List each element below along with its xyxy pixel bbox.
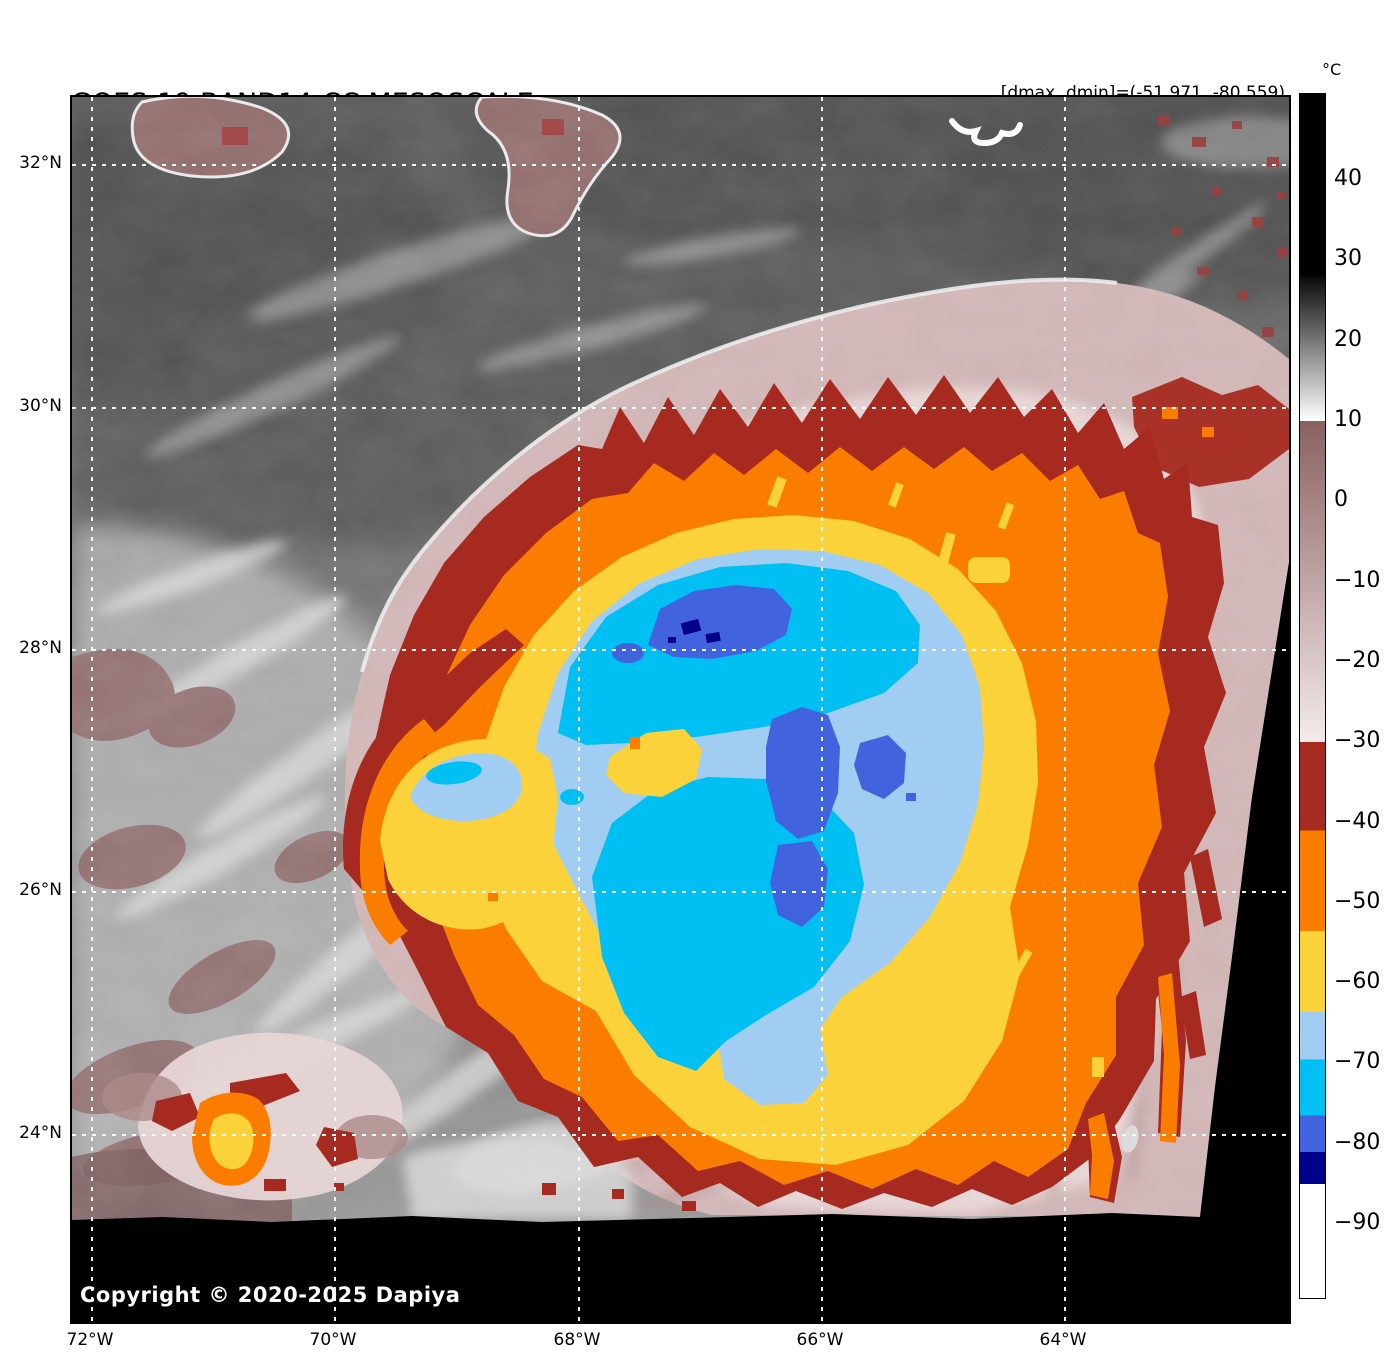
colorbar-tick-label: 20 [1334, 326, 1362, 352]
gridline-meridian [578, 97, 580, 1322]
gridline-parallel [72, 407, 1289, 409]
longitude-tick-label: 64°W [1039, 1330, 1087, 1350]
colorbar-tick-label: −50 [1334, 888, 1381, 914]
longitude-tick-label: 68°W [553, 1330, 601, 1350]
gridline-parallel [72, 164, 1289, 166]
latitude-tick-label: 30°N [19, 396, 62, 416]
colorbar-tick-label: 30 [1334, 246, 1362, 272]
latitude-tick-label: 24°N [19, 1123, 62, 1143]
latitude-tick-label: 32°N [19, 153, 62, 173]
gridline-meridian [334, 97, 336, 1322]
colorbar-tick-label: −70 [1334, 1049, 1381, 1075]
colorbar-unit-label: °C [1322, 60, 1342, 79]
satellite-image [72, 97, 1289, 1322]
satellite-map: Copyright © 2020-2025 Dapiya [70, 95, 1291, 1324]
data-region [72, 97, 1289, 1222]
colorbar-tick-label: −10 [1334, 567, 1381, 593]
copyright-watermark: Copyright © 2020-2025 Dapiya [80, 1283, 461, 1307]
longitude-tick-label: 72°W [66, 1330, 114, 1350]
longitude-tick-label: 66°W [796, 1330, 844, 1350]
colorbar-gradient [1300, 94, 1325, 1298]
colorbar-tick-label: −60 [1334, 969, 1381, 995]
colorbar [1299, 93, 1326, 1299]
colorbar-tick-label: 10 [1334, 406, 1362, 432]
colorbar-tick-label: 40 [1334, 165, 1362, 191]
latitude-tick-label: 26°N [19, 880, 62, 900]
longitude-tick-label: 70°W [309, 1330, 357, 1350]
gridline-parallel [72, 1134, 1289, 1136]
gridline-parallel [72, 891, 1289, 893]
colorbar-tick-label: −40 [1334, 808, 1381, 834]
colorbar-tick-label: −90 [1334, 1210, 1381, 1236]
gridline-meridian [91, 97, 93, 1322]
cold-ring-red-specks-northeast [1158, 115, 1287, 337]
colorbar-tick-label: −20 [1334, 647, 1381, 673]
gridline-meridian [821, 97, 823, 1322]
cdo-cold-core [530, 549, 984, 1105]
colorbar-tick-label: 0 [1334, 487, 1348, 513]
latitude-tick-label: 28°N [19, 638, 62, 658]
small-storm-southwest [102, 1032, 408, 1201]
gridline-parallel [72, 649, 1289, 651]
warm-slot-yellow-patch [606, 729, 702, 797]
contrail-scribble [949, 118, 1023, 147]
west-appendage-cell [343, 629, 558, 945]
gridline-meridian [1064, 97, 1066, 1322]
colorbar-tick-label: −80 [1334, 1129, 1381, 1155]
cloud-edge-highlight [360, 277, 1118, 673]
overshooting-tops-navy [668, 618, 721, 644]
colorbar-tick-label: −30 [1334, 728, 1381, 754]
